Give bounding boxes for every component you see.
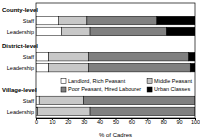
tick: Staff <box>23 54 35 60</box>
tick-label: 50 <box>113 119 119 125</box>
bar <box>58 16 87 25</box>
tick: Leadership <box>7 65 34 71</box>
tick: 40 <box>97 118 103 125</box>
tick-label: 10 <box>49 119 55 125</box>
tick: Leadership <box>7 109 34 115</box>
legend-label: Middle Peasant <box>154 78 192 84</box>
bar <box>39 96 84 105</box>
category-label: Leadership <box>7 109 34 115</box>
tick-label: 40 <box>97 119 103 125</box>
group-label: Village-level <box>2 87 37 93</box>
bar <box>36 16 58 25</box>
legend-label: Landlord, Rich Peasant <box>68 78 126 84</box>
tick-label: 70 <box>145 119 151 125</box>
category-label: Staff <box>23 54 35 60</box>
x-axis: 0 10 20 30 40 50 60 70 80 90 100 <box>35 118 200 125</box>
tick: 80 <box>161 118 167 125</box>
bar <box>49 52 89 61</box>
legend-swatch <box>147 78 152 83</box>
legend-label: Urban Classes <box>154 86 190 92</box>
tick: Leadership <box>7 29 34 35</box>
bar <box>61 27 90 36</box>
series-bars <box>157 16 195 72</box>
axis-title: % of Cadres <box>99 132 132 138</box>
category-label: Staff <box>23 18 35 24</box>
tick-label: 20 <box>65 119 71 125</box>
bar <box>87 16 157 25</box>
bar <box>36 27 61 36</box>
bar <box>157 16 195 25</box>
tick: 90 <box>177 118 183 125</box>
category-label: Staff <box>23 98 35 104</box>
tick-label: 100 <box>191 119 200 125</box>
category-label: Leadership <box>7 29 34 35</box>
group-label: County-level <box>2 7 38 13</box>
bar <box>88 63 190 72</box>
tick: 50 <box>113 118 119 125</box>
bar <box>90 107 195 116</box>
legend-swatch <box>61 87 66 92</box>
legend-item: Landlord, Rich Peasant <box>61 78 126 84</box>
tick: Staff <box>23 98 35 104</box>
tick: 10 <box>49 118 55 125</box>
legend: Landlord, Rich Peasant Middle Peasant Poor… <box>61 78 192 93</box>
legend-item: Poor Peasant, Hired Labourer <box>61 86 141 92</box>
plot-frame <box>36 3 195 118</box>
bar <box>36 52 49 61</box>
legend-item: Middle Peasant <box>147 78 192 84</box>
bars <box>36 16 195 115</box>
tick-label: 60 <box>129 119 135 125</box>
group-label: District-level <box>2 43 38 49</box>
tick-label: 0 <box>35 119 38 125</box>
tick-label: 80 <box>161 119 167 125</box>
bar <box>36 63 49 72</box>
tick: 100 <box>191 118 200 125</box>
legend-swatch <box>61 78 66 83</box>
bar <box>84 96 195 105</box>
bar <box>49 63 89 72</box>
bar <box>38 107 90 116</box>
legend-item: Urban Classes <box>147 86 190 92</box>
chart: 0102030405060708090100StaffLeadershipSta… <box>0 0 200 140</box>
series-bars <box>38 16 90 115</box>
bar <box>90 27 166 36</box>
tick: 30 <box>81 118 87 125</box>
bar <box>166 27 195 36</box>
y-axis: Staff Leadership Staff Leadership Staff Leade… <box>7 18 35 115</box>
tick-label: 30 <box>81 119 87 125</box>
tick-label: 90 <box>177 119 183 125</box>
series-bars <box>84 16 195 115</box>
tick: 20 <box>65 118 71 125</box>
legend-swatch <box>147 87 152 92</box>
tick: 70 <box>145 118 151 125</box>
bar <box>88 52 188 61</box>
legend-label: Poor Peasant, Hired Labourer <box>68 86 141 92</box>
tick: 60 <box>129 118 135 125</box>
tick: Staff <box>23 18 35 24</box>
bar <box>189 52 195 61</box>
tick: 0 <box>35 118 38 125</box>
bar <box>36 96 39 105</box>
category-label: Leadership <box>7 65 34 71</box>
bar <box>190 63 195 72</box>
